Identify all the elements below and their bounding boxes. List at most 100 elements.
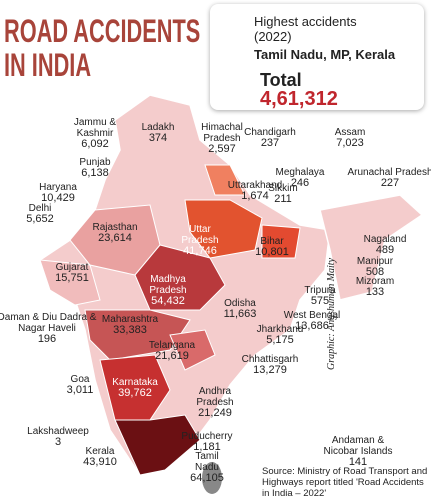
region-name: Puducherry: [181, 431, 233, 442]
region-value: 13,279: [253, 364, 287, 376]
region-label: Gujarat 15,751: [50, 262, 95, 284]
credit: Graphic: Angshuman Maity: [326, 257, 337, 370]
region-label: Nagaland 489: [355, 234, 415, 256]
region-name: Andhra Pradesh: [196, 386, 234, 408]
region-name: Punjab: [79, 157, 111, 168]
region-label: Chandigarh 237: [243, 127, 298, 149]
region-tamilnadu-kerala: [114, 414, 201, 476]
region-value: 1,674: [241, 190, 269, 202]
region-label: West Bengal 13,686: [282, 310, 342, 332]
region-value: 13,686: [295, 320, 329, 332]
region-label: Tripura 575: [300, 285, 340, 307]
region-label: Uttarakhand 1,674: [225, 180, 285, 202]
region-name: Manipur: [356, 256, 394, 267]
region-label: Punjab 6,138: [75, 157, 115, 179]
region-value: 41,746: [183, 245, 217, 257]
region-name: Karnataka: [112, 377, 158, 388]
region-name: Mizoram: [355, 276, 395, 287]
region-name: Chhattisgarh: [241, 354, 299, 365]
region-label: Assam 7,023: [330, 127, 370, 149]
title: ROAD ACCIDENTS IN INDIA: [4, 13, 201, 83]
region-label: Maharashtra 33,383: [100, 314, 160, 336]
region-name: Maharashtra: [101, 314, 159, 325]
region-uttarakhand: [204, 164, 246, 196]
region-value: 508: [365, 266, 385, 278]
total-label: Total: [260, 70, 302, 90]
region-name: Andaman & Nicobar Islands: [323, 435, 393, 457]
region-value: 33,383: [113, 324, 147, 336]
region-label: Kerala 43,910: [80, 446, 120, 468]
region-name: Lakshadweep: [27, 426, 89, 437]
region-label: Goa 3,011: [65, 374, 95, 396]
region-name: West Bengal: [283, 310, 341, 321]
region-label: Uttar Pradesh 41,746: [170, 224, 230, 257]
region-value: 246: [290, 177, 310, 189]
highlight-heading: Highest accidents (2022): [254, 14, 357, 44]
region-label: Andaman & Nicobar Islands 141: [316, 435, 401, 468]
region-value: 227: [380, 177, 400, 189]
region-label: Haryana 10,429: [36, 182, 81, 204]
region-name: Himachal Pradesh: [201, 122, 243, 144]
region-name: Haryana: [39, 182, 77, 193]
region-value: 489: [375, 244, 395, 256]
region-value: 23,614: [98, 232, 132, 244]
region-name: Sikkim: [268, 183, 298, 194]
region-value: 21,619: [155, 350, 189, 362]
region-value: 39,762: [118, 387, 152, 399]
region-label: Chhattisgarh 13,279: [240, 354, 300, 376]
region-gujarat: [39, 259, 101, 306]
region-label: Rajasthan 23,614: [90, 222, 140, 244]
region-value: 15,751: [55, 272, 89, 284]
region-value: 196: [37, 333, 57, 345]
region-value: 11,663: [223, 308, 257, 320]
region-name: Odisha: [224, 298, 256, 309]
region-label: Jammu & Kashmir 6,092: [70, 117, 120, 150]
region-name: Uttarakhand: [227, 180, 283, 191]
region-value: 1,181: [193, 441, 221, 453]
region-value: 211: [274, 193, 292, 205]
region-value: 141: [348, 456, 368, 468]
region-value: 374: [148, 132, 168, 144]
sri-lanka: [202, 462, 222, 494]
region-karnataka: [99, 354, 171, 421]
total-value: 4,61,312: [260, 88, 338, 110]
region-label: Delhi 5,652: [23, 203, 58, 225]
region-name: Bihar: [260, 236, 284, 247]
region-name: Tamil Nadu: [195, 451, 219, 473]
region-name: Ladakh: [141, 122, 175, 133]
region-label: Karnataka 39,762: [110, 377, 160, 399]
region-value: 3: [54, 436, 62, 448]
region-label: Andhra Pradesh 21,249: [183, 386, 248, 419]
region-label: Daman & Diu Dadra & Nagar Haveli 196: [0, 312, 97, 345]
region-label: Lakshadweep 3: [26, 426, 91, 448]
region-label: Himachal Pradesh 2,597: [192, 122, 252, 155]
region-name: Madhya Pradesh: [149, 274, 187, 296]
region-name: Jammu & Kashmir: [73, 117, 117, 139]
northeast: [319, 194, 424, 301]
region-bihar: [261, 224, 301, 259]
region-value: 575: [310, 295, 330, 307]
region-name: Rajasthan: [92, 222, 138, 233]
region-name: Kerala: [85, 446, 115, 457]
region-value: 54,432: [151, 295, 185, 307]
region-name: Arunachal Pradesh: [347, 167, 431, 178]
region-name: Delhi: [28, 203, 52, 214]
region-value: 6,092: [81, 138, 109, 150]
region-value: 21,249: [198, 407, 232, 419]
region-value: 2,597: [208, 143, 236, 155]
region-name: Gujarat: [55, 262, 89, 273]
source: Source: Ministry of Road Transport and H…: [262, 466, 428, 499]
highlight-states: Tamil Nadu, MP, Kerala: [254, 47, 396, 62]
region-value: 64,105: [190, 472, 224, 484]
region-name: Nagaland: [363, 234, 407, 245]
region-label: Madhya Pradesh 54,432: [133, 274, 203, 307]
region-label: Ladakh 374: [138, 122, 178, 144]
region-name: Meghalaya: [275, 167, 325, 178]
region-label: Meghalaya 246: [273, 167, 328, 189]
region-name: Jharkhand: [256, 324, 304, 335]
region-name: Telangana: [148, 340, 196, 351]
region-label: Jharkhand 5,175: [255, 324, 305, 346]
region-value: 6,138: [81, 167, 109, 179]
